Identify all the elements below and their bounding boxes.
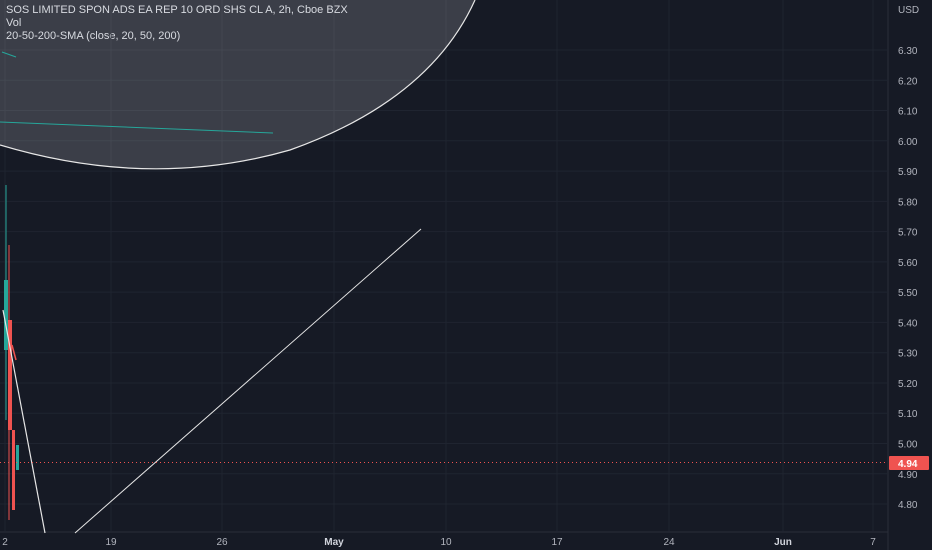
x-tick-label: 17 [551, 537, 563, 548]
x-tick-label: 7 [870, 537, 876, 548]
y-tick-label: 5.50 [898, 288, 918, 299]
ellipse-drawing[interactable] [0, 0, 475, 169]
y-tick-label: 6.10 [898, 107, 918, 118]
sma-line-long[interactable] [0, 121, 274, 134]
descending-line-drawing[interactable] [2, 309, 46, 534]
x-tick-label: Jun [774, 537, 792, 548]
currency-label: USD [898, 5, 919, 16]
candle-body-up [4, 280, 8, 350]
y-tick-label: 5.10 [898, 409, 918, 420]
y-tick-label: 6.30 [898, 46, 918, 57]
y-tick-label: 5.70 [898, 228, 918, 239]
volume-label[interactable]: Vol [6, 17, 348, 30]
candle-body-down-2 [12, 430, 15, 510]
y-tick-label: 5.30 [898, 349, 918, 360]
y-tick-label: 5.60 [898, 258, 918, 269]
last-price-value: 4.94 [898, 459, 918, 470]
x-ticks: 2 19 26 May 10 17 24 Jun 7 [2, 537, 876, 548]
y-tick-label: 5.90 [898, 167, 918, 178]
y-tick-label: 4.90 [898, 470, 918, 481]
sma-label[interactable]: 20-50-200-SMA (close, 20, 50, 200) [6, 30, 348, 43]
chart-legend: SOS LIMITED SPON ADS EA REP 10 ORD SHS C… [6, 4, 348, 43]
x-tick-label: 26 [216, 537, 228, 548]
ellipse-outline[interactable] [0, 0, 476, 170]
candle-wick-red-tail [11, 344, 17, 361]
y-tick-label: 5.40 [898, 318, 918, 329]
y-tick-label: 5.00 [898, 440, 918, 451]
x-tick-label: 24 [663, 537, 675, 548]
sma-line-short[interactable] [1, 51, 17, 58]
trend-line-drawing[interactable] [74, 228, 422, 534]
candles[interactable] [4, 185, 19, 520]
grid-layer [0, 0, 888, 532]
x-tick-label: May [324, 537, 344, 548]
y-ticks: 6.30 6.20 6.10 6.00 5.90 5.80 5.70 5.60 5.50 5.40… [898, 46, 918, 511]
y-tick-label: 6.00 [898, 137, 918, 148]
last-price-tag [889, 456, 929, 470]
x-tick-label: 2 [2, 537, 8, 548]
y-tick-label: 5.20 [898, 379, 918, 390]
y-tick-label: 5.80 [898, 197, 918, 208]
y-tick-label: 4.80 [898, 500, 918, 511]
candle-body-up-2 [16, 445, 19, 470]
candle-body-down [8, 320, 12, 430]
x-tick-label: 10 [440, 537, 452, 548]
x-tick-label: 19 [105, 537, 117, 548]
y-tick-label: 6.20 [898, 76, 918, 87]
symbol-title[interactable]: SOS LIMITED SPON ADS EA REP 10 ORD SHS C… [6, 4, 348, 17]
